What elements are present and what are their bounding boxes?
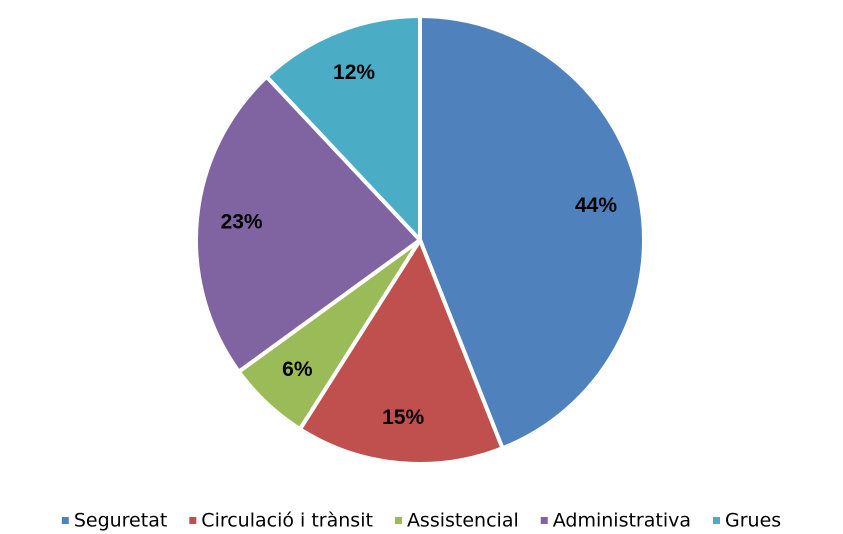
data-label: 44% [575,194,617,217]
pie-slice [264,14,422,242]
legend-label: Circulació i trànsit [201,510,373,532]
data-label: 12% [333,61,375,84]
legend-swatch [394,517,402,524]
data-label: 6% [282,358,313,381]
legend-swatch [540,517,548,524]
legend-label: Assistencial [407,510,519,532]
data-label: 23% [221,211,263,234]
pie-slice [418,14,646,451]
pie-slice [297,238,505,466]
legend-label: Administrativa [553,510,691,532]
legend-label: Grues [725,510,781,532]
legend-swatch [189,517,197,524]
legend-swatch [61,517,69,524]
pie-slice [194,74,422,374]
data-label: 15% [382,406,424,429]
legend-swatch [713,517,721,524]
legend-label: Seguretat [74,510,167,532]
